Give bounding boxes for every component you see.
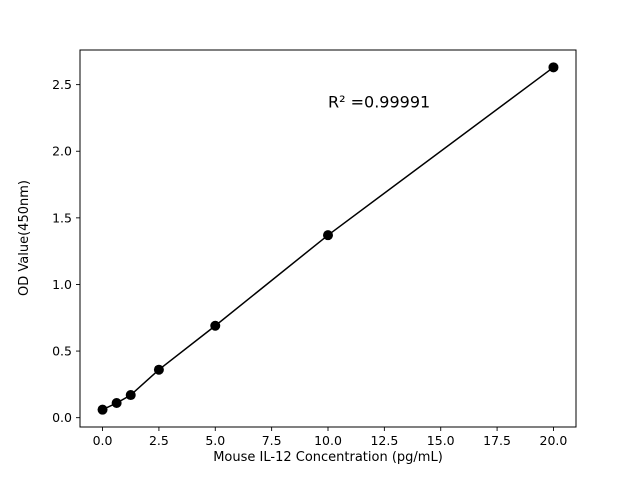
y-axis-label: OD Value(450nm) [17, 180, 32, 296]
plot-area: 0.0 2.5 5.0 7.5 10.0 12.5 15.0 17.5 20.0 0.0 0.5 1.… [52, 49, 577, 448]
x-tick-label: 0.0 [93, 433, 113, 448]
y-tick-label: 1.5 [52, 210, 72, 225]
y-tick-label: 1.0 [52, 277, 72, 292]
data-point [125, 390, 136, 401]
x-tick-label: 15.0 [427, 433, 455, 448]
y-tick-label: 0.5 [52, 344, 72, 359]
data-point [111, 398, 122, 409]
x-axis-label: Mouse IL-12 Concentration (pg/mL) [213, 450, 443, 465]
x-tick-label: 12.5 [370, 433, 398, 448]
x-tick-label: 2.5 [149, 433, 169, 448]
x-tick-label: 20.0 [540, 433, 568, 448]
data-point [323, 230, 333, 241]
data-point [153, 364, 164, 375]
x-tick-label: 5.0 [205, 433, 225, 448]
y-tick-label: 2.0 [52, 144, 72, 159]
x-tick-label: 17.5 [483, 433, 511, 448]
x-tick-label: 7.5 [262, 433, 282, 448]
data-point [97, 404, 108, 415]
y-tick-label: 0.0 [52, 410, 72, 425]
r-squared-annotation: R² =0.99991 [328, 92, 430, 111]
y-tick-label: 2.5 [52, 77, 72, 92]
x-tick-label: 10.0 [314, 433, 342, 448]
data-point [548, 62, 559, 73]
data-point [210, 320, 221, 331]
